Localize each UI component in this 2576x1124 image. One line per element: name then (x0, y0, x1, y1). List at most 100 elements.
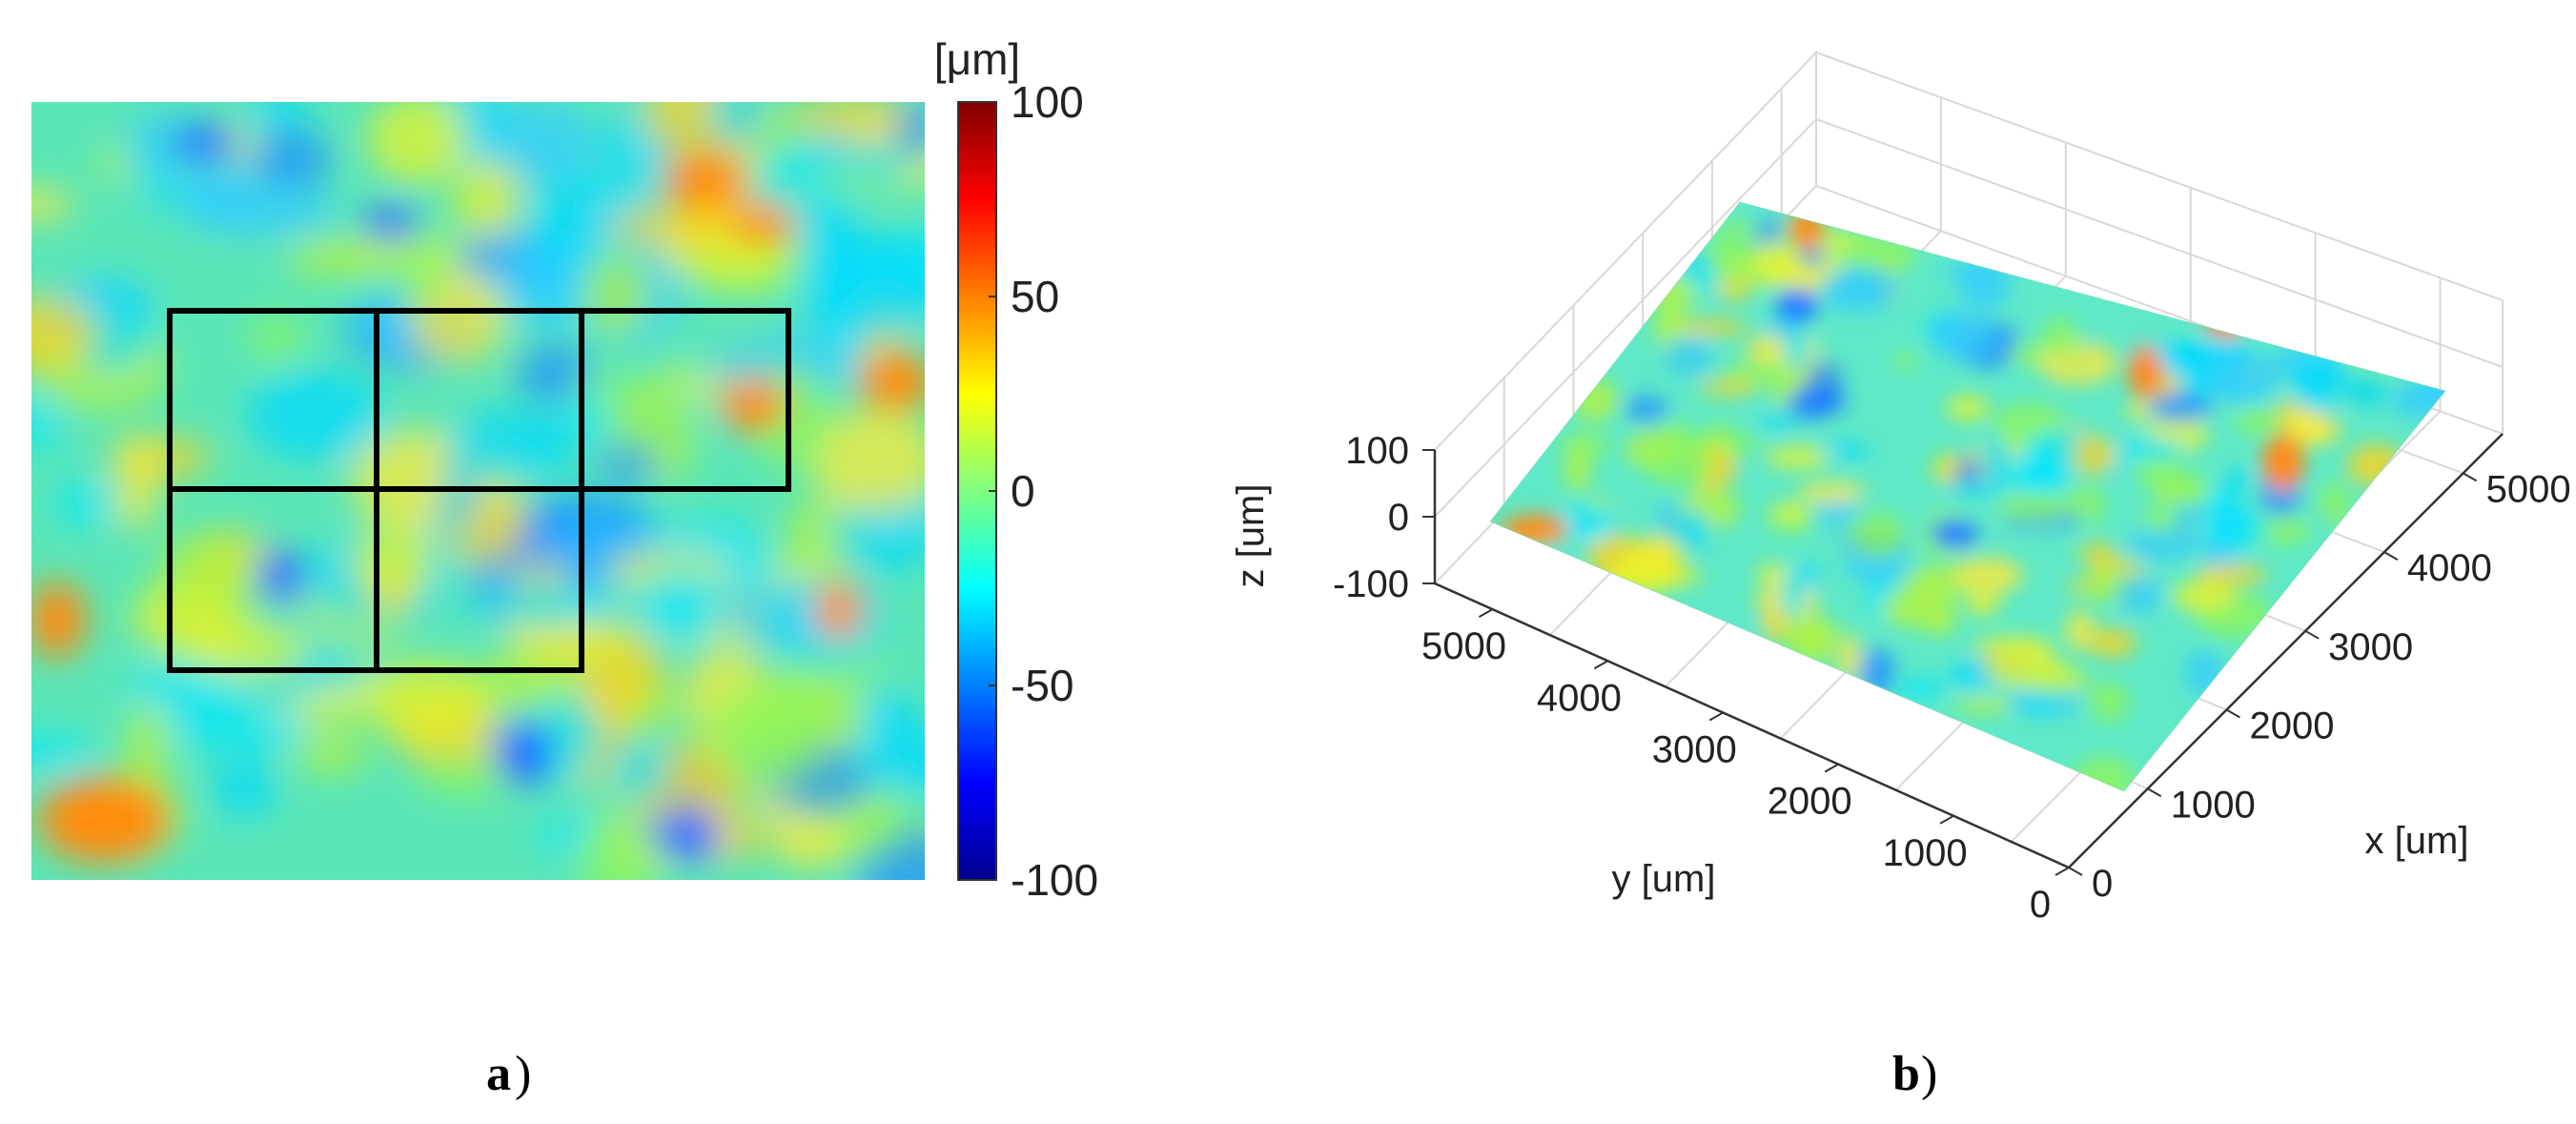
heatmap-peak (38, 777, 172, 863)
panel-paren-b: ) (1921, 1047, 1937, 1101)
surface-cell (2116, 438, 2184, 460)
surface-cell (1930, 310, 1994, 359)
surface-cell (1712, 222, 1764, 240)
surface-peak (2205, 300, 2247, 338)
heatmap-cell (31, 735, 100, 769)
heatmap-cell (214, 184, 336, 239)
x-tick (2147, 787, 2162, 798)
surface-cell (1849, 512, 1908, 558)
heatmap-peak (815, 582, 863, 639)
surface-peak (2128, 345, 2162, 399)
surface-cell (1797, 481, 1867, 503)
heatmap-cell (250, 127, 331, 192)
heatmap-cell (796, 236, 925, 338)
y-tick-label: 0 (2030, 884, 2051, 926)
heatmap-cell (211, 758, 277, 818)
heatmap-valley (257, 550, 305, 603)
heatmap-valley (172, 126, 238, 160)
surface-cell (2201, 510, 2268, 549)
heatmap-cell (125, 700, 170, 801)
surface-cell (2347, 443, 2404, 487)
colorbar-unit-label: [μm] (934, 34, 1020, 84)
z-axis-label: z [um] (1230, 484, 1272, 588)
surface-cell (1624, 395, 1668, 422)
surface-cell (1819, 442, 1871, 459)
heatmap-cell (608, 205, 745, 249)
surface-cell (2318, 481, 2351, 530)
y-tick-label: 4000 (1537, 677, 1622, 719)
surface-cell (2073, 437, 2116, 476)
surface-cell (1818, 266, 1897, 313)
surface-cell (1954, 457, 1981, 487)
surface-cell (1896, 678, 1947, 698)
x-axis-label: x [um] (2365, 820, 2469, 862)
panel-label-a: a ) (486, 1047, 531, 1101)
heatmap-cell (810, 409, 925, 515)
surface-cell (1698, 379, 1759, 396)
y-tick-label: 5000 (1421, 625, 1506, 667)
surface-cell (1946, 395, 1990, 421)
x-tick-label: 5000 (2486, 468, 2571, 510)
panel-letter-b: b (1892, 1047, 1920, 1101)
heatmap-peak (858, 353, 925, 410)
surface-cell (1725, 360, 1790, 384)
y-tick (1593, 660, 1608, 670)
surface-cell (1953, 694, 2017, 713)
surface-cell (2171, 580, 2236, 613)
surface-cell (2077, 543, 2116, 562)
surface-cell (1714, 283, 1754, 299)
colorbar-tick-label: -50 (1011, 661, 1073, 710)
y-tick (1708, 711, 1724, 722)
z-tick-label: 100 (1345, 430, 1409, 472)
surface-cell (2289, 358, 2352, 396)
panel-paren-a: ) (515, 1047, 531, 1101)
surface-cell (2065, 609, 2095, 650)
surface-cell (1964, 591, 2000, 617)
surface-cell (1632, 540, 1677, 556)
surface-cell (2227, 468, 2252, 488)
x-tick (2463, 472, 2478, 482)
heatmap-cell (115, 432, 159, 533)
wall-grid-line (1434, 117, 2504, 518)
surface-cell (1892, 353, 1917, 370)
surface-cell (1959, 260, 2012, 310)
heatmap-peak (729, 203, 796, 245)
surface-cell (2009, 341, 2042, 367)
heatmap-cell (893, 104, 925, 158)
surface-cell (1663, 336, 1712, 378)
colorbar-ticks: 100 50 0 -50 -100 (989, 77, 1098, 905)
surface-cell (1922, 615, 1956, 635)
surface-cell (1672, 319, 1748, 336)
surface-cell (1952, 557, 2024, 594)
heatmap-cell (637, 568, 725, 642)
heatmap-valley (362, 207, 419, 241)
surface-peak (2262, 434, 2304, 491)
heatmap-cell (448, 178, 498, 215)
heatmap-cell (247, 369, 385, 461)
y-tick-label: 2000 (1768, 781, 1852, 823)
heatmap-cell (284, 237, 395, 278)
surface-valley (1931, 520, 1978, 548)
heatmap-cell (350, 526, 436, 600)
surface-cell (2338, 370, 2391, 407)
surface-peak (1789, 208, 1824, 250)
colorbar: [μm] 100 50 0 -50 -100 (934, 34, 1098, 905)
heatmap-cell (395, 227, 444, 306)
y-tick-label: 1000 (1883, 832, 1968, 874)
heatmap-cell (852, 141, 914, 175)
heatmap-cell (243, 102, 312, 129)
z-tick-label: -100 (1333, 563, 1409, 605)
surface-outline (1489, 201, 2446, 792)
heatmap-cell (470, 583, 607, 628)
x-tick (2304, 629, 2320, 640)
x-tick-label: 1000 (2171, 784, 2256, 826)
heatmap-cell (608, 746, 670, 800)
y-tick (2055, 867, 2070, 876)
surface-cell (2149, 392, 2212, 423)
surface-cell (2205, 356, 2279, 405)
surface-cell (1564, 446, 1591, 494)
surface-cell (1844, 545, 1911, 583)
surface-cell (1677, 510, 1709, 551)
surface-cell (1758, 412, 1798, 430)
